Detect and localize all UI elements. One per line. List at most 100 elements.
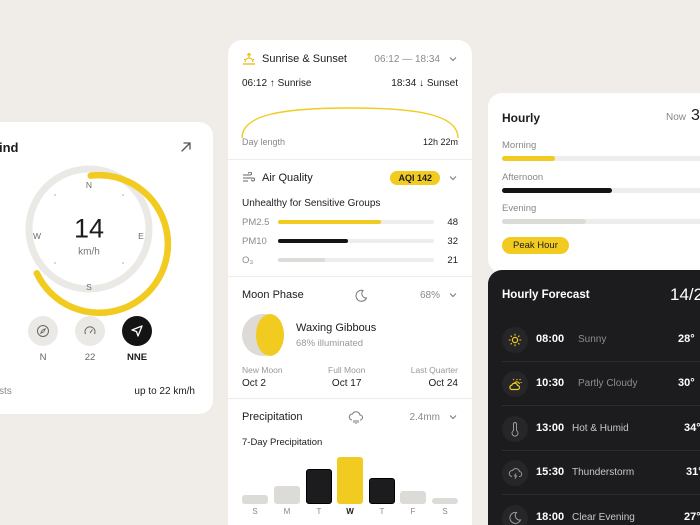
forecast-row[interactable]: 08:00 Sunny 28° <box>502 318 700 362</box>
pollutant-value: 21 <box>447 254 458 266</box>
pollutant-row-pm10: PM10 32 <box>242 235 458 247</box>
moon-date-label: Last Quarter <box>410 365 458 375</box>
partly-cloudy-icon <box>502 371 528 397</box>
sunrise-sunset-range: 06:12 — 18:34 <box>374 53 440 65</box>
gauge-button[interactable] <box>75 316 105 346</box>
forecast-temp: 30° <box>678 377 695 389</box>
chevron-down-icon[interactable] <box>448 173 458 183</box>
sunset-time: 18:34 ↓ Sunset <box>391 78 458 89</box>
day-length-value: 12h 22m <box>422 137 458 147</box>
hourly-title: Hourly <box>502 111 541 125</box>
period-label-afternoon: Afternoon <box>502 172 544 183</box>
daylight-arc <box>241 107 459 139</box>
compass-button[interactable] <box>28 316 58 346</box>
precip-bar-thu <box>369 478 395 504</box>
thunderstorm-icon <box>502 460 528 486</box>
forecast-row[interactable]: 18:00 Clear Evening 27° <box>502 496 700 525</box>
moon-date-value: Oct 24 <box>428 378 458 389</box>
precip-bar-mon <box>274 486 300 504</box>
sun-icon <box>502 327 528 353</box>
air-quality-header[interactable]: Air Quality AQI 142 <box>242 171 458 185</box>
forecast-condition: Thunderstorm <box>572 467 635 478</box>
moon-date-full: Full Moon Oct 17 <box>328 365 365 389</box>
moon-icon <box>355 289 368 302</box>
compass-icon <box>37 325 49 337</box>
forecast-temp: 34° <box>684 422 700 434</box>
chevron-down-icon[interactable] <box>448 290 458 300</box>
compass-e: E <box>138 231 144 241</box>
forecast-temp: 31° <box>686 466 700 478</box>
forecast-temp: 27° <box>684 511 700 523</box>
moon-icon <box>502 505 528 525</box>
period-bar-morning <box>502 156 700 161</box>
precipitation-title: Precipitation <box>242 411 303 423</box>
sunrise-sunset-header[interactable]: Sunrise & Sunset 06:12 — 18:34 <box>242 52 458 66</box>
forecast-row[interactable]: 10:30 Partly Cloudy 30° <box>502 362 700 406</box>
moon-date-last-quarter: Last Quarter Oct 24 <box>411 365 458 389</box>
precipitation-value: 2.4mm <box>409 411 440 423</box>
pollutant-label: PM10 <box>242 235 267 247</box>
thermometer-icon <box>502 416 528 442</box>
hourly-card: Hourly Now 3 Morning Afternoon Evening P… <box>488 93 700 273</box>
forecast-condition: Clear Evening <box>572 512 635 523</box>
pollutant-bar <box>278 220 434 224</box>
moon-illumination: 68% illuminated <box>296 338 364 349</box>
forecast-row[interactable]: 13:00 Hot & Humid 34° <box>502 407 700 451</box>
moon-date-value: Oct 17 <box>331 378 362 389</box>
cloud-rain-icon <box>348 411 363 424</box>
forecast-time: 10:30 <box>536 377 565 389</box>
now-label: Now <box>666 112 687 123</box>
moon-phase-graphic <box>242 314 284 356</box>
moon-phase-name: Waxing Gibbous <box>296 322 377 334</box>
forecast-date: 14/2 <box>670 285 700 304</box>
sunrise-sunset-title: Sunrise & Sunset <box>262 53 347 65</box>
gauge-icon <box>84 326 96 335</box>
precip-bar-wed <box>337 457 363 504</box>
wind-unit: km/h <box>78 246 100 258</box>
moon-date-label: New Moon <box>242 365 283 375</box>
period-label-evening: Evening <box>502 203 537 214</box>
wind-card: ind N E S W 14 km/h N 22 NNE sts up to 2… <box>0 122 213 414</box>
direction-button[interactable] <box>122 316 152 346</box>
forecast-row[interactable]: 15:30 Thunderstorm 31° <box>502 451 700 495</box>
forecast-time: 18:00 <box>536 511 565 523</box>
gusts-value: up to 22 km/h <box>134 386 195 397</box>
now-value: 3 <box>691 107 700 124</box>
wind-speed: 14 <box>73 213 105 244</box>
moon-phase-section: Moon Phase 68% Waxing Gibbous 68% illumi… <box>228 277 472 399</box>
day-length-label: Day length <box>242 137 286 147</box>
peak-hour-button[interactable]: Peak Hour <box>502 237 569 254</box>
gusts-label: sts <box>0 386 12 397</box>
period-bar-afternoon <box>502 188 700 193</box>
precip-day-label: F <box>410 507 416 516</box>
forecast-time: 15:30 <box>536 466 565 478</box>
compass-s: S <box>86 282 92 292</box>
precipitation-header[interactable]: Precipitation 2.4mm <box>242 411 458 423</box>
air-quality-status: Unhealthy for Sensitive Groups <box>242 198 381 209</box>
precipitation-section: Precipitation 2.4mm 7-Day Precipitation … <box>228 399 472 525</box>
sunrise-sunset-section: Sunrise & Sunset 06:12 — 18:34 06:12 ↑ S… <box>228 40 472 160</box>
sun-times: 06:12 ↑ Sunrise 18:34 ↓ Sunset <box>242 78 458 89</box>
precip-day-label: M <box>283 507 291 516</box>
sunrise-icon <box>243 52 255 65</box>
arrow-up-right-icon[interactable] <box>178 139 194 155</box>
precip-bar-fri <box>400 491 426 504</box>
chevron-down-icon[interactable] <box>448 412 458 422</box>
wind-lines-icon <box>243 172 255 182</box>
moon-date-label: Full Moon <box>328 365 366 375</box>
compass-w: W <box>32 231 42 241</box>
moon-phase-header[interactable]: Moon Phase 68% <box>242 289 458 301</box>
precipitation-subtitle: 7-Day Precipitation <box>242 437 323 448</box>
precip-bar-sat <box>432 498 458 504</box>
pollutant-row-o3: O₃ 21 <box>242 254 458 266</box>
forecast-time: 13:00 <box>536 422 565 434</box>
forecast-condition: Partly Cloudy <box>578 378 638 389</box>
forecast-time: 08:00 <box>536 333 565 345</box>
hourly-forecast-card: Hourly Forecast 14/2 08:00 Sunny 28° 10:… <box>488 270 700 525</box>
precip-bar-tue <box>306 469 332 504</box>
chevron-down-icon[interactable] <box>448 54 458 64</box>
moon-date-new: New Moon Oct 2 <box>242 365 283 389</box>
period-label-morning: Morning <box>502 140 537 151</box>
precip-day-label: S <box>442 507 448 516</box>
pollutant-bar <box>278 258 434 262</box>
